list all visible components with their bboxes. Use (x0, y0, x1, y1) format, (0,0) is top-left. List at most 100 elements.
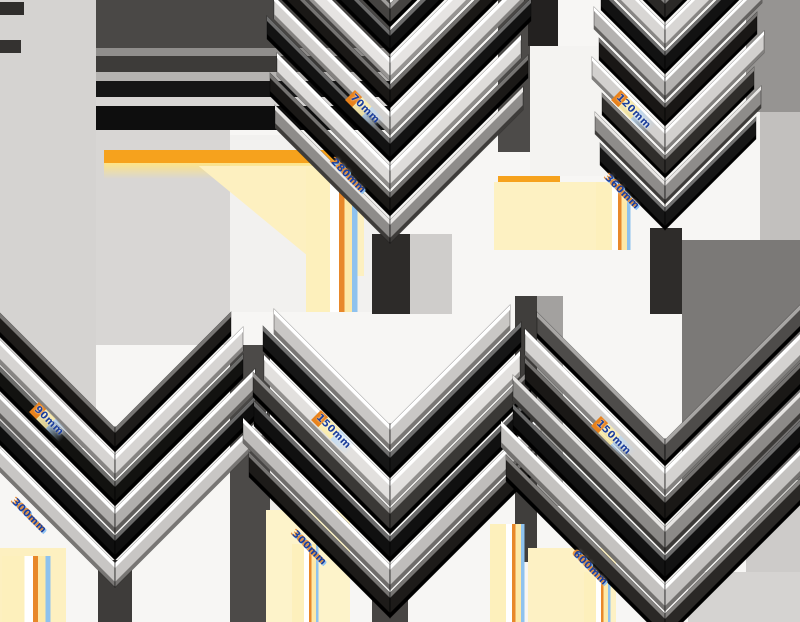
top-dark-notch (528, 0, 558, 46)
plank-face (0, 340, 115, 460)
plank-face (665, 305, 800, 445)
plank-face (274, 329, 390, 450)
plank-face (665, 86, 761, 186)
tr-orange-bar (498, 176, 560, 182)
plank-face (665, 49, 764, 152)
plank-face (513, 375, 665, 532)
plank-face (665, 135, 756, 230)
streaks-mid-right (490, 524, 534, 622)
plank-face (390, 342, 521, 478)
plank-face (115, 354, 243, 487)
plank-face (0, 440, 115, 560)
width-label-120mm: 120mm (611, 90, 657, 136)
chevron-150x600 (500, 304, 800, 622)
plank-face (0, 394, 115, 514)
plank-face (243, 438, 390, 590)
plank-face (513, 425, 665, 582)
plank-face (665, 413, 800, 553)
plank-face (274, 309, 390, 430)
plank-face (390, 351, 520, 486)
plank-face (665, 85, 754, 178)
plank-face (595, 112, 665, 186)
dim-text: 600mm (570, 548, 610, 588)
dim-text: 70mm (347, 92, 382, 126)
plank-face (537, 333, 665, 466)
below-top-right-col-dark (650, 228, 682, 314)
plank-face (390, 417, 530, 562)
plank-face (525, 329, 665, 474)
plank-face (390, 35, 521, 171)
plank-face (115, 369, 255, 514)
below-top-center-col-dark (372, 234, 410, 314)
plank-face (115, 430, 267, 587)
dim-text: 90mm (31, 404, 66, 438)
plank-face (115, 327, 243, 460)
top-band-light-1 (96, 48, 390, 56)
left-edge-bar-2 (0, 40, 21, 53)
plank-face (274, 0, 390, 117)
plank-face (665, 450, 800, 590)
plank-face (665, 0, 713, 48)
plank-face (601, 6, 665, 74)
plank-face (115, 312, 231, 433)
plank-face (263, 326, 390, 458)
plank-face (665, 421, 800, 561)
width-label-90mm: 90mm (29, 402, 70, 443)
dim-text: 120mm (613, 92, 653, 132)
plank-face (277, 53, 390, 171)
plank-face (501, 442, 665, 611)
plank-face (327, 0, 390, 63)
plank-face (665, 117, 756, 212)
plank-face (537, 312, 665, 445)
plank-face (665, 0, 721, 56)
plank-face (253, 392, 390, 534)
plank-face (665, 0, 669, 4)
plank-face (254, 421, 390, 562)
plank-face (390, 368, 531, 514)
plank-face (665, 12, 757, 108)
plank-face (390, 414, 541, 570)
plank-face (390, 0, 417, 27)
width-label-150mm: 150mm (591, 416, 637, 462)
streaks-below-bc-300mm (292, 544, 326, 622)
plank-face (243, 418, 390, 570)
plank-face (599, 56, 665, 126)
plank-face (390, 0, 444, 54)
plank-face (665, 334, 800, 474)
plank-face (115, 415, 255, 560)
plank-face (0, 332, 115, 452)
plank-face (602, 111, 665, 178)
plank-face (277, 71, 390, 189)
dim-text: 280mm (328, 156, 368, 196)
plank-face (390, 87, 523, 225)
top-band-light-2 (96, 72, 390, 81)
plank-face (390, 0, 507, 117)
plank-face (249, 472, 390, 618)
dim-text: 360mm (602, 172, 642, 212)
plank-face (115, 388, 255, 533)
left-edge-bar-1 (0, 2, 24, 15)
plank-face (275, 123, 390, 243)
width-label-70mm: 70mm (345, 90, 386, 131)
plank-face (600, 161, 665, 230)
chevron-90x300 (0, 311, 268, 588)
plank-face (390, 397, 530, 542)
plank-face (0, 448, 115, 568)
plank-face (354, 0, 390, 36)
plank-face (602, 93, 665, 160)
plank-face (390, 0, 524, 135)
plank-face (390, 371, 520, 506)
plank-face (390, 55, 528, 198)
plank-face (390, 0, 453, 63)
plank-face (595, 130, 665, 204)
plank-face (0, 386, 115, 506)
dim-text: 300mm (289, 528, 329, 568)
plank-face (390, 325, 510, 450)
plank-face (506, 455, 665, 619)
plank-face (665, 392, 800, 532)
length-label-300mm: 300mm (8, 496, 49, 537)
plank-face (665, 442, 800, 582)
plank-face (665, 471, 800, 611)
